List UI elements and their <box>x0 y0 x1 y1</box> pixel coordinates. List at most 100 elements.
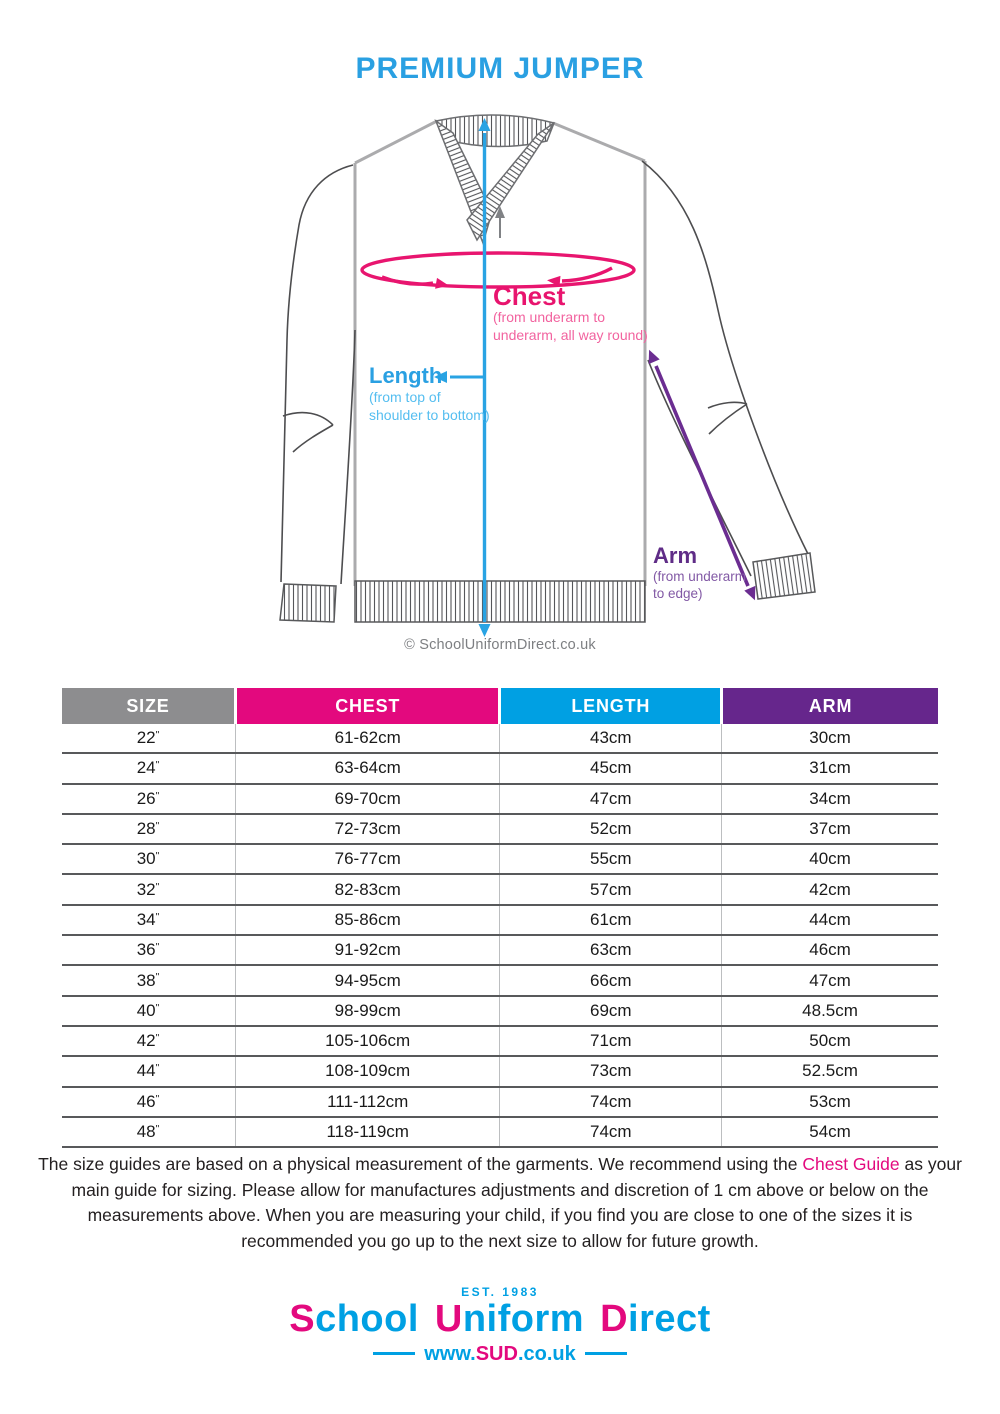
size-table-body: 22" 61-62cm 43cm 30cm 24" 63-64cm 45cm 31cm 26" 6… <box>62 724 938 1149</box>
jumper-body <box>353 119 647 586</box>
table-cell: 69-70cm <box>234 783 500 815</box>
logo-word-school: School <box>289 1298 419 1340</box>
table-cell: 48" <box>62 1116 236 1149</box>
arm-label-group: Arm (from underarm to edge) <box>653 543 746 601</box>
table-cell: 52.5cm <box>721 1056 938 1088</box>
table-cell: 24" <box>62 753 236 785</box>
table-cell: 61-62cm <box>234 724 500 755</box>
table-cell: 76-77cm <box>234 844 500 876</box>
logo-letter: S <box>289 1298 316 1340</box>
table-cell: 82-83cm <box>234 874 500 906</box>
arm-measure-line <box>648 349 756 601</box>
dash-line-left <box>373 1351 416 1355</box>
note-text-1: The size guides are based on a physical … <box>38 1154 803 1174</box>
table-row: 22" 61-62cm 43cm 30cm <box>62 724 938 755</box>
length-label-group: Length (from top of shoulder to bottom) <box>369 363 490 423</box>
url-www: www. <box>424 1342 476 1365</box>
table-header-row: SIZE CHEST LENGTH ARM <box>62 688 938 724</box>
jumper-diagram: Chest (from underarm to underarm, all wa… <box>279 114 816 637</box>
table-cell: 47cm <box>721 965 938 997</box>
logo-word-direct: Direct <box>600 1298 711 1340</box>
table-cell: 42" <box>62 1025 236 1058</box>
chest-label-group: Chest (from underarm to underarm, all wa… <box>493 281 648 343</box>
size-note: The size guides are based on a physical … <box>38 1152 962 1255</box>
logo-letters: irect <box>628 1298 711 1340</box>
length-label: Length <box>369 363 442 388</box>
col-header-chest: CHEST <box>233 688 500 724</box>
arm-desc-1: (from underarm <box>653 569 746 584</box>
table-cell: 37cm <box>721 813 938 846</box>
logo-est-text: EST. 1983 <box>461 1285 539 1299</box>
v-neck-collar <box>434 114 556 246</box>
table-cell: 71cm <box>499 1025 722 1058</box>
table-row: 26" 69-70cm 47cm 34cm <box>62 783 938 815</box>
table-row: 28" 72-73cm 52cm 37cm <box>62 813 938 846</box>
table-row: 34" 85-86cm 61cm 44cm <box>62 904 938 937</box>
table-cell: 85-86cm <box>234 904 500 937</box>
logo-word-uniform: Uniform <box>435 1298 584 1340</box>
logo-letters: niform <box>462 1298 585 1340</box>
table-cell: 105-106cm <box>234 1025 500 1058</box>
table-cell: 108-109cm <box>234 1056 500 1088</box>
length-desc-1: (from top of <box>369 389 441 405</box>
table-cell: 111-112cm <box>234 1086 500 1118</box>
note-text-2: as your main guide for sizing. Please al… <box>71 1154 962 1252</box>
table-row: 42" 105-106cm 71cm 50cm <box>62 1025 938 1058</box>
col-header-size: SIZE <box>62 688 236 724</box>
length-measure-line <box>434 118 491 637</box>
table-cell: 47cm <box>499 783 722 815</box>
table-cell: 63cm <box>499 935 722 967</box>
ribbed-hem <box>354 580 646 623</box>
table-cell: 73cm <box>499 1056 722 1088</box>
table-cell: 69cm <box>499 995 722 1027</box>
table-cell: 72-73cm <box>234 813 500 846</box>
table-cell: 44cm <box>721 904 938 937</box>
table-cell: 28" <box>62 813 236 846</box>
table-cell: 45cm <box>499 753 722 785</box>
logo-letters: chool <box>315 1298 419 1340</box>
arm-label: Arm <box>653 543 697 568</box>
table-cell: 44" <box>62 1056 236 1088</box>
table-row: 40" 98-99cm 69cm 48.5cm <box>62 995 938 1027</box>
table-row: 44" 108-109cm 73cm 52.5cm <box>62 1056 938 1088</box>
table-row: 46" 111-112cm 74cm 53cm <box>62 1086 938 1118</box>
length-desc-2: shoulder to bottom) <box>369 407 490 423</box>
table-row: 30" 76-77cm 55cm 40cm <box>62 844 938 876</box>
table-cell: 22" <box>62 724 236 755</box>
table-cell: 94-95cm <box>234 965 500 997</box>
table-cell: 98-99cm <box>234 995 500 1027</box>
table-cell: 55cm <box>499 844 722 876</box>
right-sleeve <box>641 160 809 577</box>
table-cell: 118-119cm <box>234 1116 500 1149</box>
logo-brand-name: School Uniform Direct <box>0 1298 1000 1340</box>
logo-letter: D <box>600 1298 629 1340</box>
table-cell: 74cm <box>499 1086 722 1118</box>
table-cell: 53cm <box>721 1086 938 1118</box>
table-cell: 54cm <box>721 1116 938 1149</box>
table-cell: 52cm <box>499 813 722 846</box>
url-couk: .co.uk <box>517 1342 576 1365</box>
table-cell: 31cm <box>721 753 938 785</box>
col-header-length: LENGTH <box>498 688 722 724</box>
table-cell: 26" <box>62 783 236 815</box>
chest-measure-loop <box>360 251 636 289</box>
right-cuff <box>752 552 816 600</box>
url-sud: SUD <box>475 1342 518 1365</box>
chest-label: Chest <box>493 281 566 311</box>
table-cell: 46" <box>62 1086 236 1118</box>
chest-guide-highlight: Chest Guide <box>802 1154 900 1174</box>
table-cell: 57cm <box>499 874 722 906</box>
copyright-text: © SchoolUniformDirect.co.uk <box>404 637 596 653</box>
table-cell: 74cm <box>499 1116 722 1149</box>
left-cuff <box>279 583 337 623</box>
table-row: 24" 63-64cm 45cm 31cm <box>62 753 938 785</box>
table-row: 32" 82-83cm 57cm 42cm <box>62 874 938 906</box>
brand-logo: EST. 1983 School Uniform Direct www.SUD.co… <box>0 1285 1000 1366</box>
table-cell: 48.5cm <box>721 995 938 1027</box>
table-cell: 43cm <box>499 724 722 755</box>
left-sleeve <box>280 164 356 585</box>
table-cell: 63-64cm <box>234 753 500 785</box>
table-row: 48" 118-119cm 74cm 54cm <box>62 1116 938 1149</box>
table-cell: 30cm <box>721 724 938 755</box>
table-cell: 34" <box>62 904 236 937</box>
